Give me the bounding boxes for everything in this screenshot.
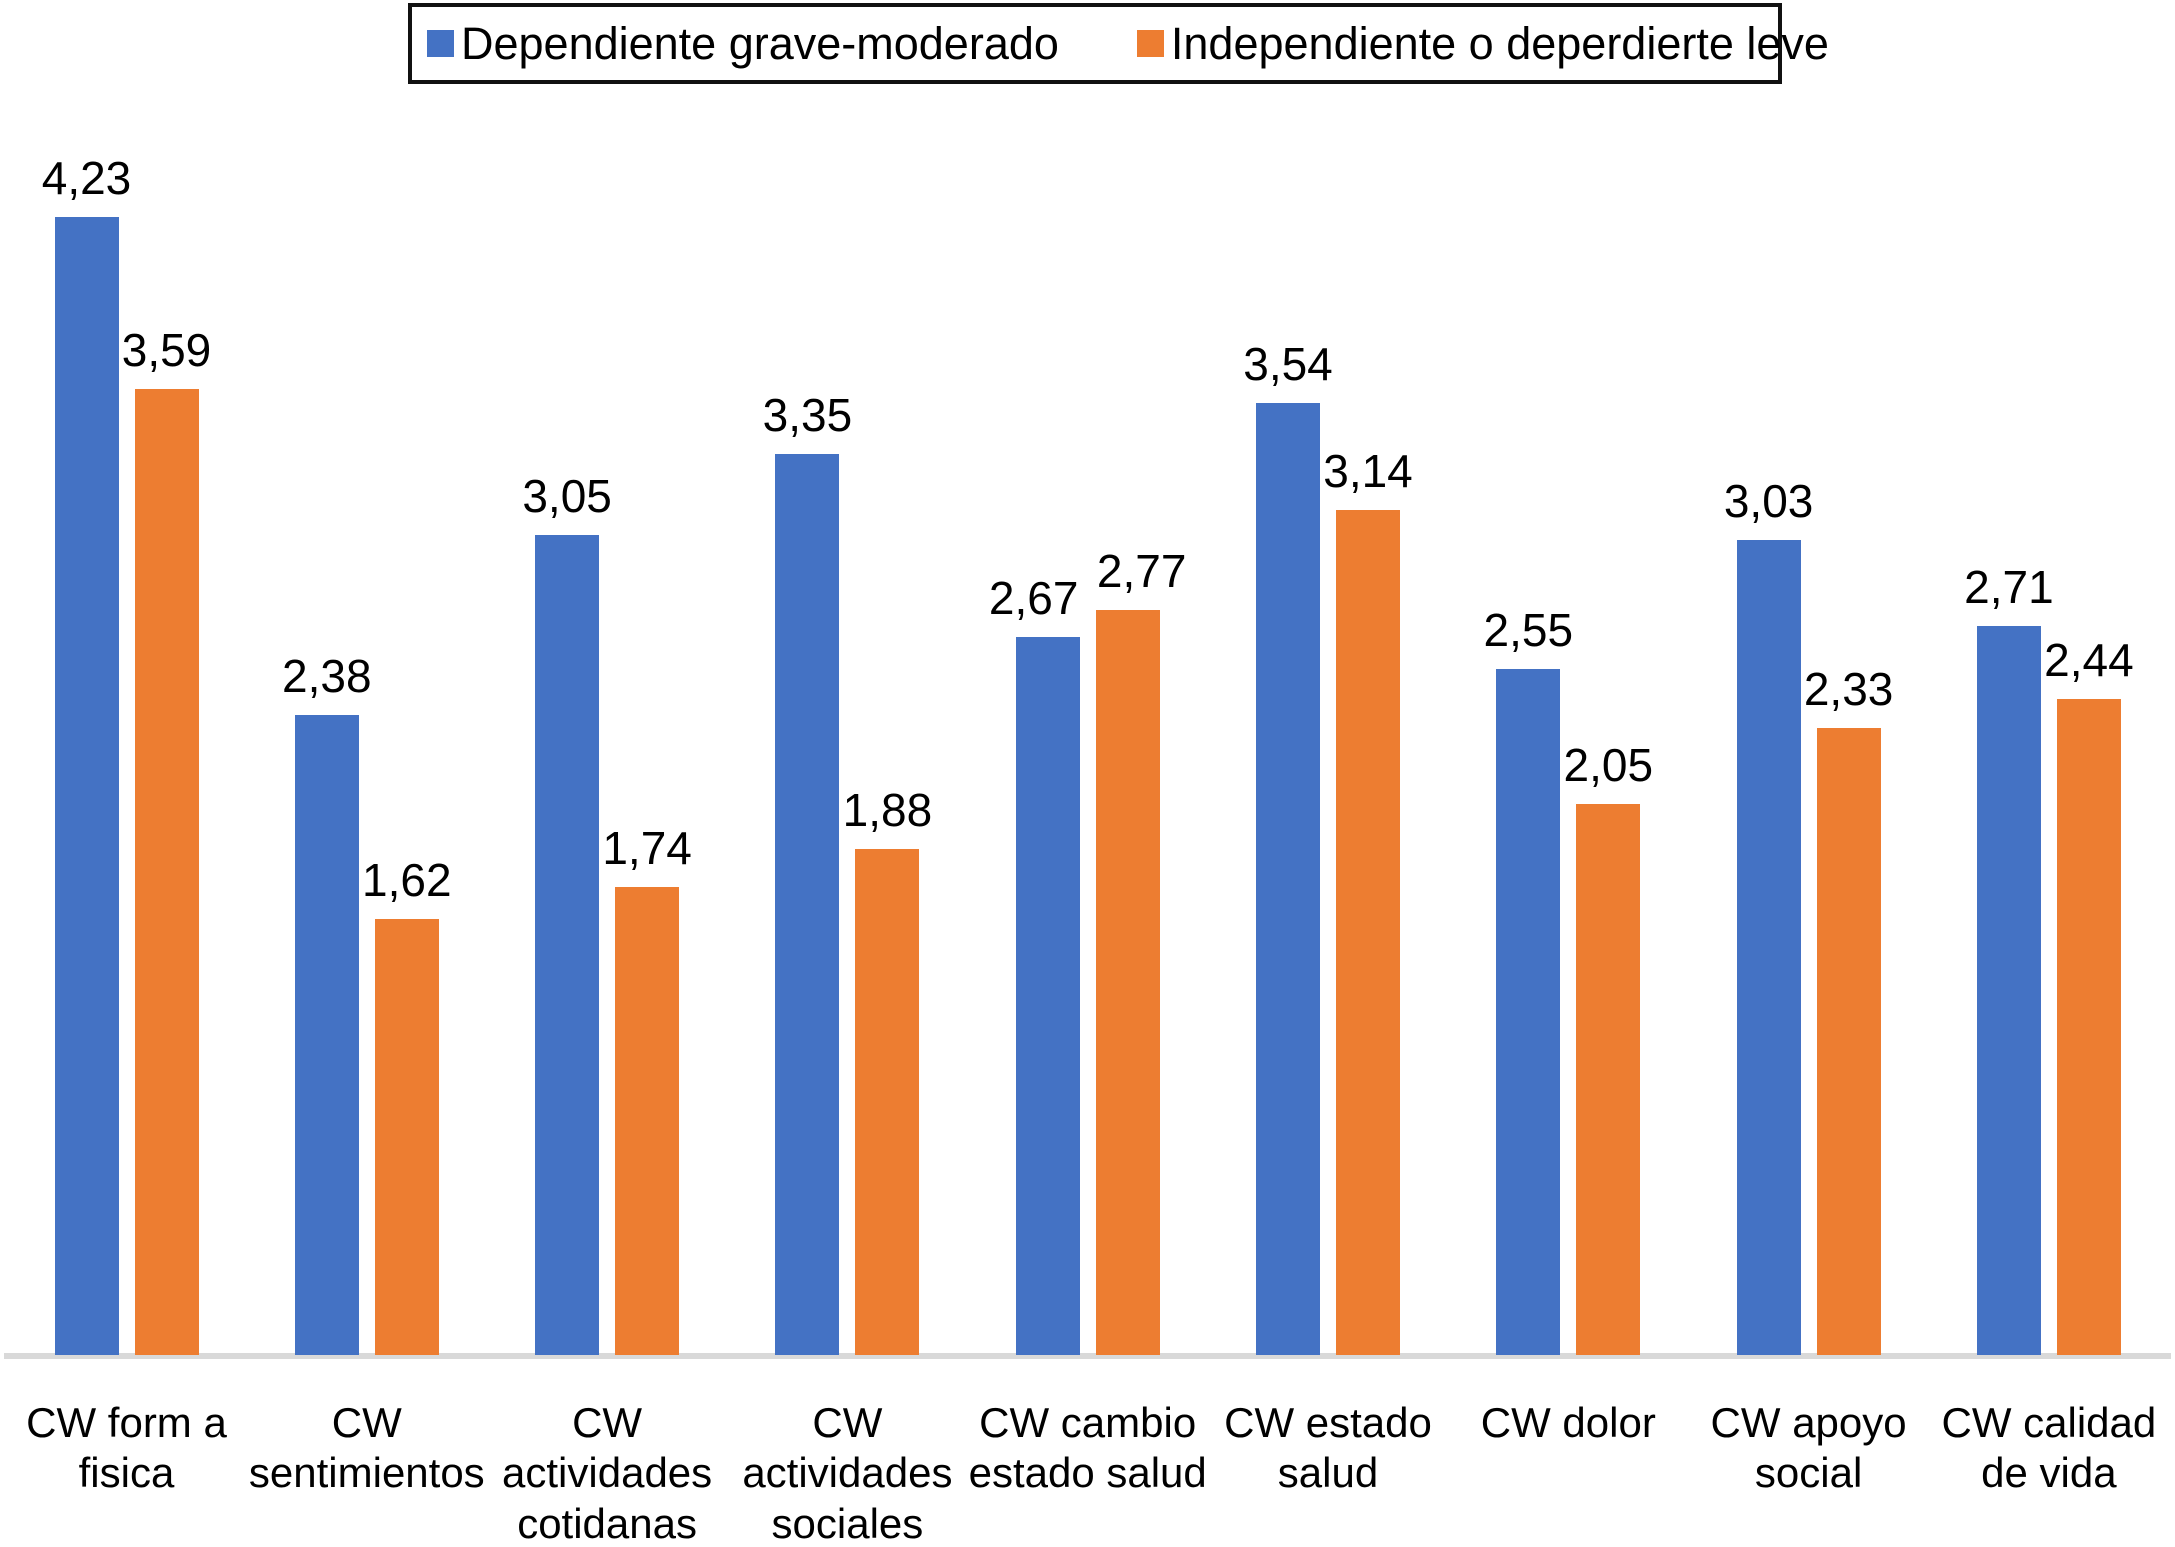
bar-series-1 xyxy=(535,534,600,1355)
bar-series-1 xyxy=(1256,402,1320,1355)
value-label-series-1: 4,23 xyxy=(41,152,132,205)
value-label-series-2: 1,62 xyxy=(362,854,452,907)
category-label: CW calidad de vida xyxy=(1941,1399,2157,1497)
bar-series-2 xyxy=(855,849,920,1355)
category-label: CW sentimientos xyxy=(248,1399,485,1497)
bar-series-1 xyxy=(1496,669,1561,1355)
category-label: CW apoyo social xyxy=(1710,1399,1907,1497)
bar-series-1 xyxy=(1976,626,2041,1355)
category-label: CW form a fisica xyxy=(26,1399,227,1497)
legend-label: Independiente o deperdierte leve xyxy=(1170,18,1829,69)
value-label-series-2: 2,33 xyxy=(1803,663,1894,716)
value-label-series-1: 2,71 xyxy=(1964,561,2054,613)
legend-swatch-orange-icon xyxy=(1136,30,1164,57)
bar-series-2 xyxy=(1336,510,1400,1355)
x-axis-line xyxy=(4,1353,2171,1359)
category-label: CW actividades sociales xyxy=(742,1399,953,1547)
legend-item-dependiente: Dependiente grave-moderado xyxy=(427,21,1059,66)
value-label-series-2: 2,05 xyxy=(1563,738,1654,791)
value-label-series-1: 3,35 xyxy=(762,388,853,441)
legend-swatch-blue-icon xyxy=(427,30,454,57)
bar-series-2 xyxy=(2056,698,2121,1355)
legend-item-independiente: Independiente o deperdierte leve xyxy=(1136,18,1829,69)
category-label: CW cambio estado salud xyxy=(968,1399,1207,1497)
bar-series-2 xyxy=(374,919,439,1355)
value-label-series-2: 2,77 xyxy=(1096,544,1187,597)
legend-label: Dependiente grave-moderado xyxy=(461,18,1059,69)
bar-series-2 xyxy=(1816,728,1881,1355)
bar-series-2 xyxy=(615,886,680,1355)
bar-series-1 xyxy=(1736,539,1801,1355)
category-label: CW estado salud xyxy=(1224,1399,1432,1497)
bar-series-2 xyxy=(1095,609,1160,1355)
value-label-series-2: 2,44 xyxy=(2044,633,2134,686)
value-label-series-1: 2,55 xyxy=(1483,604,1574,657)
category-label: CW actividades cotidanas xyxy=(502,1399,713,1547)
bar-series-2 xyxy=(134,389,199,1355)
value-label-series-1: 3,03 xyxy=(1723,474,1814,527)
value-label-series-1: 3,05 xyxy=(522,469,612,522)
bar-series-1 xyxy=(775,453,840,1355)
value-label-series-2: 3,14 xyxy=(1323,445,1413,498)
value-label-series-1: 2,38 xyxy=(282,649,372,702)
category-label: CW dolor xyxy=(1480,1399,1656,1446)
value-label-series-2: 3,59 xyxy=(121,324,212,377)
value-label-series-1: 2,67 xyxy=(988,571,1079,624)
legend: Dependiente grave-moderado Independiente… xyxy=(408,3,1829,84)
value-label-series-2: 1,88 xyxy=(842,784,933,837)
bar-series-1 xyxy=(1015,636,1080,1355)
bar-series-2 xyxy=(1576,803,1641,1355)
bar-series-1 xyxy=(54,217,119,1355)
value-label-series-1: 3,54 xyxy=(1243,337,1333,390)
value-label-series-2: 1,74 xyxy=(602,821,692,874)
bar-series-1 xyxy=(294,714,359,1355)
